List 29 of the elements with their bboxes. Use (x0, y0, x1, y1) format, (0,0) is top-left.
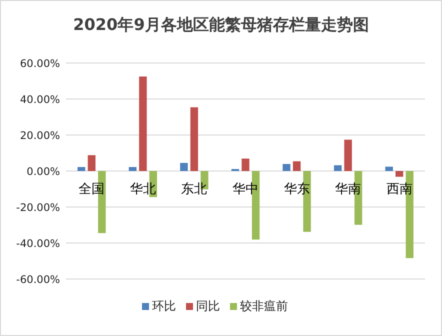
legend-label: 环比 (152, 299, 176, 313)
y-tick-label: -20.00% (16, 202, 60, 214)
x-tick-label: 东北 (181, 182, 208, 197)
bar (190, 107, 198, 171)
bar (396, 171, 404, 177)
x-tick-label: 西南 (386, 182, 412, 197)
y-tick-label: 0.00% (26, 166, 60, 178)
chart-title: 2020年9月各地区能繁母猪存栏量走势图 (73, 15, 369, 34)
bar (242, 158, 250, 171)
y-tick-label: -60.00% (16, 274, 60, 286)
bar (292, 161, 301, 171)
bar (88, 155, 96, 171)
y-tick-label: 20.00% (20, 130, 60, 142)
bar (139, 76, 147, 171)
x-tick-label: 全国 (78, 182, 105, 197)
legend-label: 较非瘟前 (240, 299, 288, 313)
legend-label: 同比 (196, 299, 220, 313)
bar (282, 164, 290, 171)
y-tick-label: 40.00% (20, 94, 60, 106)
bar (385, 166, 393, 171)
bar (334, 165, 342, 171)
bar (180, 162, 188, 171)
bar (128, 167, 137, 171)
x-tick-label: 华东 (284, 182, 310, 197)
bar (78, 167, 86, 171)
x-tick-label: 华北 (130, 182, 156, 197)
y-tick-label: 60.00% (20, 58, 60, 70)
bar (344, 140, 352, 171)
y-tick-label: -40.00% (16, 238, 60, 250)
